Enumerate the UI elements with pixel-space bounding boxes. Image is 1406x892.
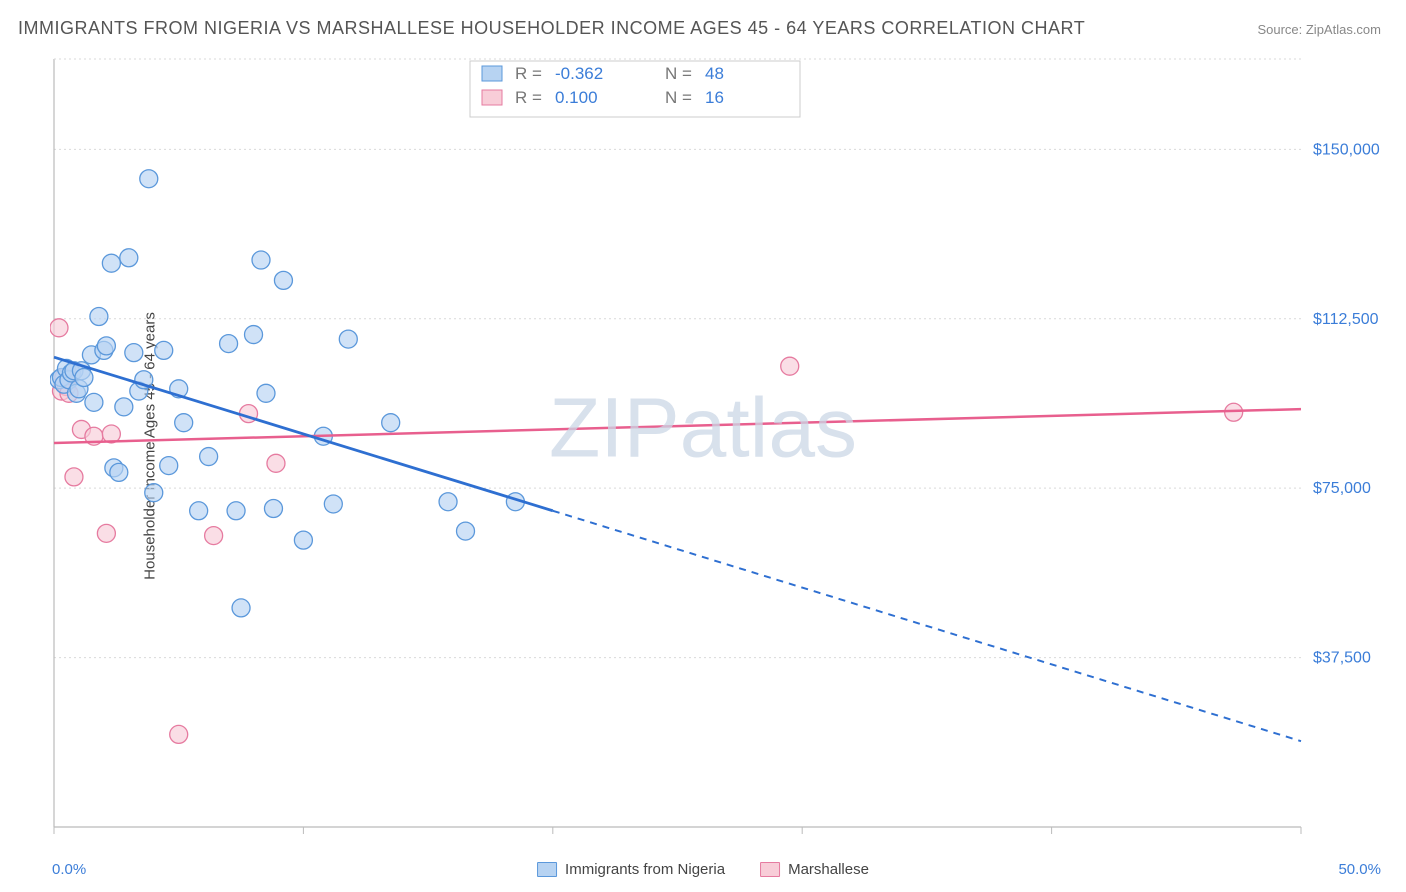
svg-text:48: 48 (705, 64, 724, 83)
legend-label: Marshallese (788, 861, 869, 878)
source-link[interactable]: ZipAtlas.com (1306, 22, 1381, 37)
scatter-chart: $37,500 $75,000 $112,500 $150,000 R = -0.362 N… (50, 55, 1391, 852)
legend-label: Immigrants from Nigeria (565, 861, 725, 878)
x-axis-min-label: 0.0% (52, 861, 86, 878)
chart-title: IMMIGRANTS FROM NIGERIA VS MARSHALLESE H… (18, 18, 1085, 39)
x-axis-max-label: 50.0% (1338, 861, 1381, 878)
svg-text:N =: N = (665, 88, 692, 107)
svg-text:R =: R = (515, 88, 542, 107)
svg-text:16: 16 (705, 88, 724, 107)
swatch-icon (760, 862, 780, 877)
svg-text:0.100: 0.100 (555, 88, 598, 107)
svg-text:$75,000: $75,000 (1313, 480, 1371, 497)
svg-text:$150,000: $150,000 (1313, 141, 1380, 158)
legend-item-nigeria: Immigrants from Nigeria (537, 861, 725, 878)
svg-text:R =: R = (515, 64, 542, 83)
bottom-legend: Immigrants from Nigeria Marshallese (537, 861, 869, 878)
source-prefix: Source: (1257, 22, 1305, 37)
legend-item-marshallese: Marshallese (760, 861, 869, 878)
swatch-icon (537, 862, 557, 877)
svg-text:-0.362: -0.362 (555, 64, 603, 83)
svg-text:N =: N = (665, 64, 692, 83)
svg-text:$112,500: $112,500 (1313, 311, 1379, 328)
svg-text:$37,500: $37,500 (1313, 650, 1371, 667)
chart-area: $37,500 $75,000 $112,500 $150,000 R = -0.362 N… (50, 55, 1391, 852)
source-attribution: Source: ZipAtlas.com (1257, 22, 1381, 37)
